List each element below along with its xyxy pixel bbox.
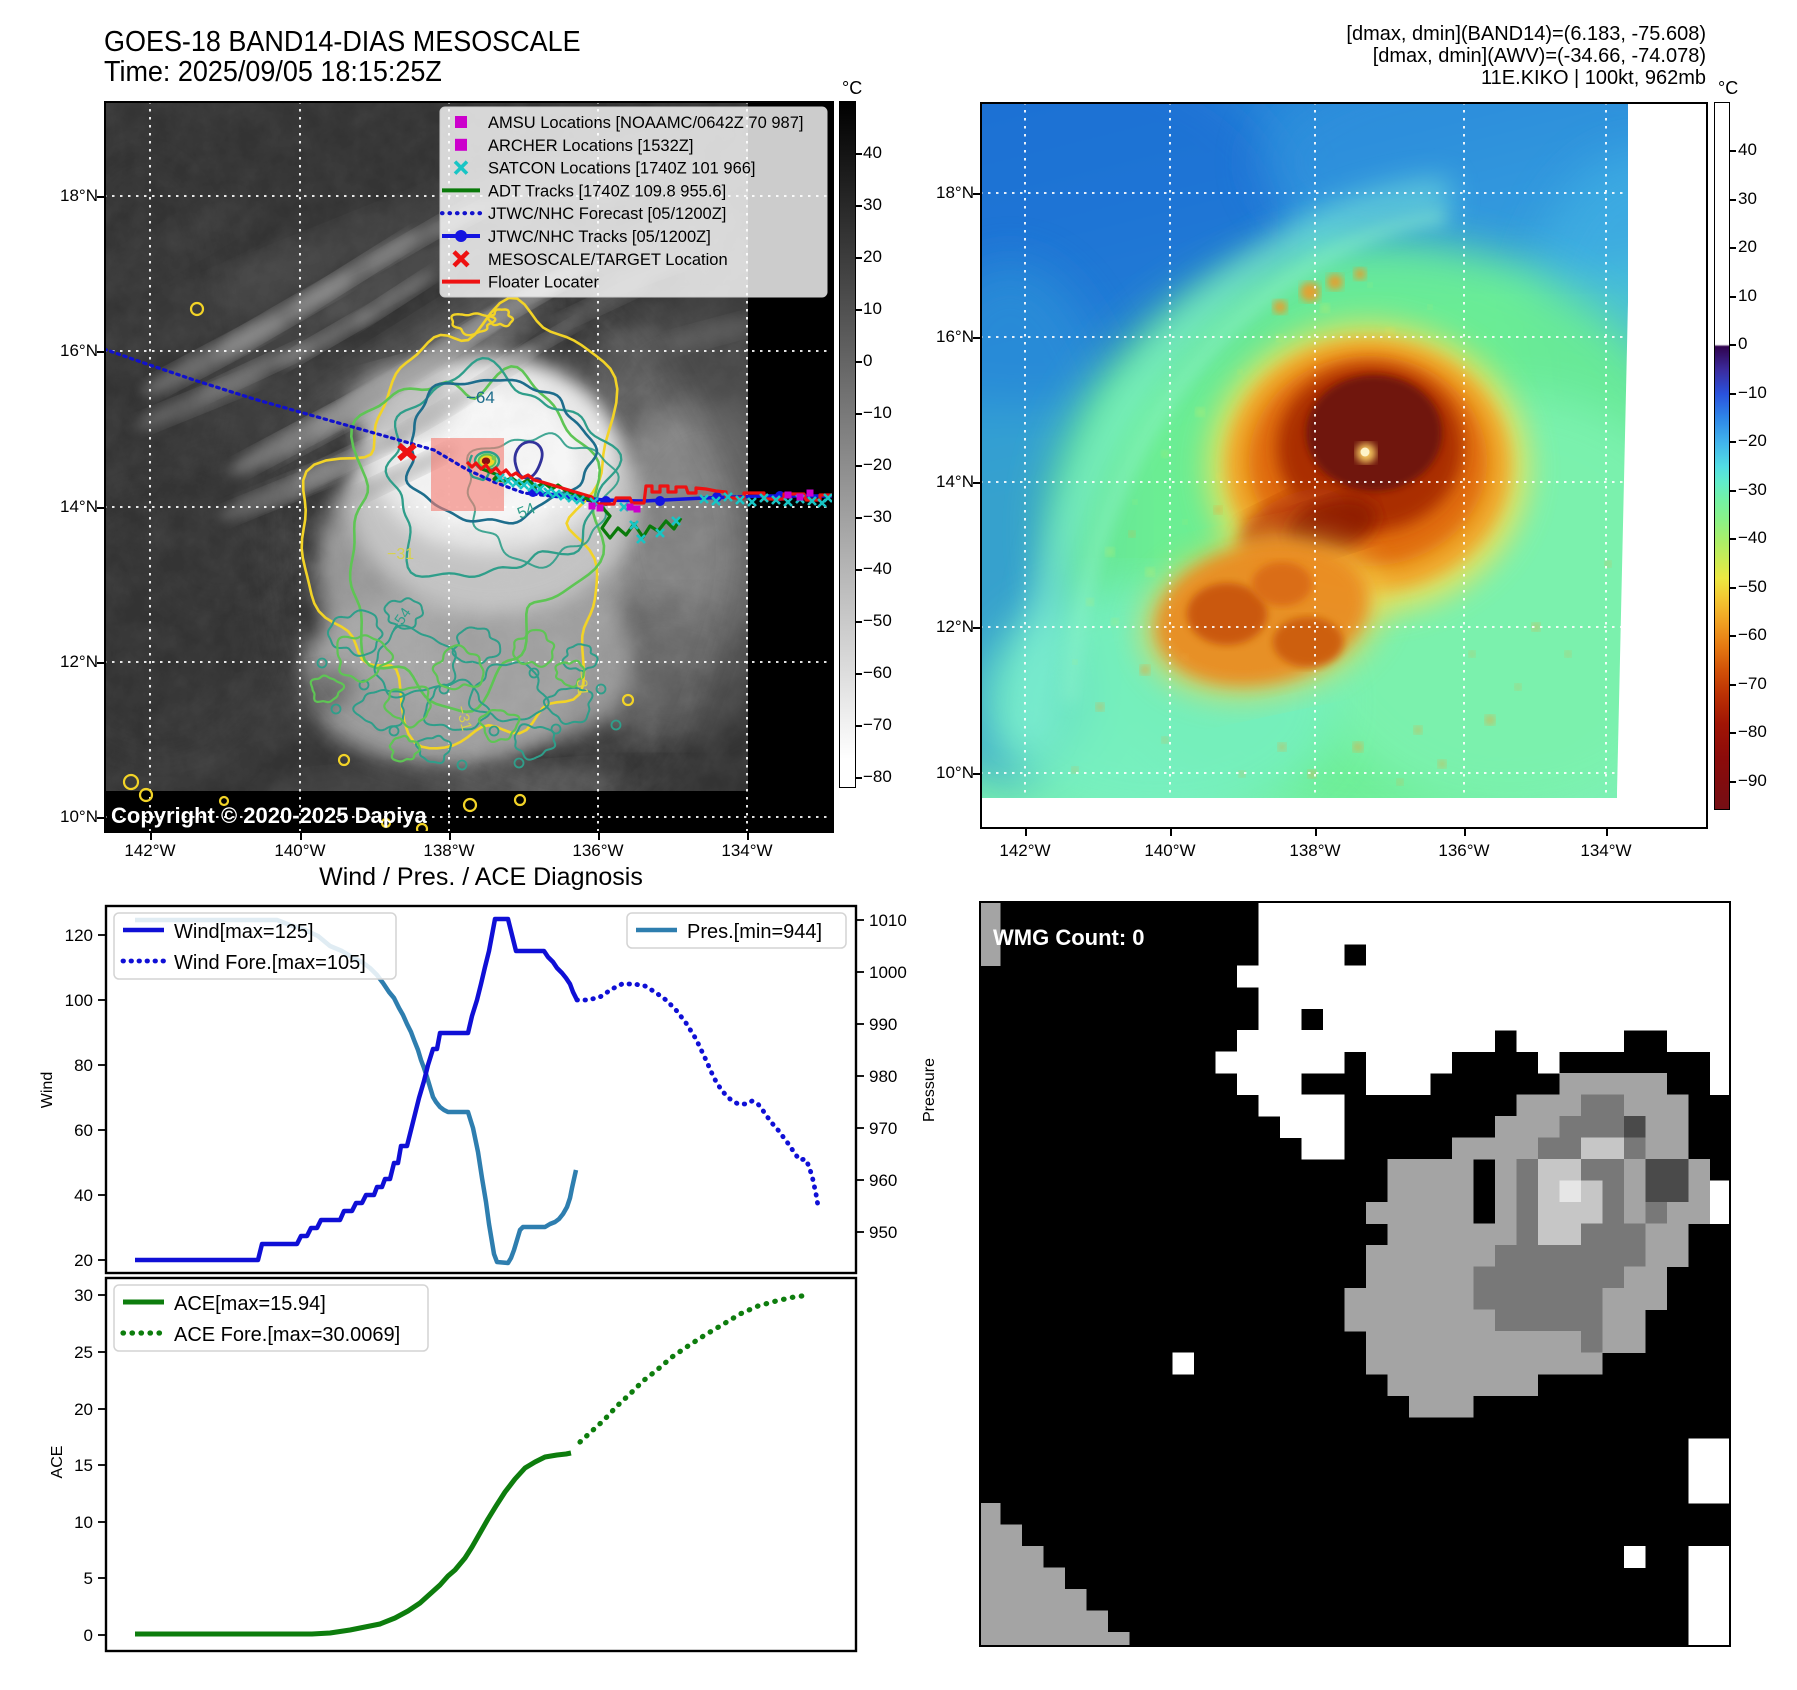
svg-text:30: 30 [74, 1286, 93, 1305]
svg-text:Copyright © 2020-2025 Dapiya: Copyright © 2020-2025 Dapiya [111, 803, 428, 828]
svg-text:−31: −31 [452, 704, 475, 733]
svg-text:Pres.[min=944]: Pres.[min=944] [687, 921, 822, 943]
svg-text:−31: −31 [387, 546, 414, 563]
svg-text:990: 990 [869, 1015, 897, 1034]
svg-text:960: 960 [869, 1171, 897, 1190]
svg-text:Wind[max=125]: Wind[max=125] [174, 921, 314, 943]
svg-text:1000: 1000 [869, 963, 907, 982]
svg-text:MESOSCALE/TARGET Location: MESOSCALE/TARGET Location [488, 251, 728, 269]
svg-text:−31: −31 [572, 670, 591, 697]
svg-text:Pressure: Pressure [921, 1058, 938, 1122]
svg-text:970: 970 [869, 1119, 897, 1138]
svg-text:40: 40 [74, 1186, 93, 1205]
svg-text:20: 20 [74, 1251, 93, 1270]
svg-text:Wind: Wind [39, 1072, 56, 1108]
svg-text:Floater Locater: Floater Locater [488, 274, 599, 292]
svg-text:60: 60 [74, 1121, 93, 1140]
svg-text:SATCON Locations [1740Z 101 96: SATCON Locations [1740Z 101 966] [488, 160, 756, 178]
svg-text:AMSU Locations [NOAAMC/0642Z 7: AMSU Locations [NOAAMC/0642Z 70 987] [488, 114, 803, 132]
svg-text:10: 10 [74, 1513, 93, 1532]
svg-text:JTWC/NHC Tracks [05/1200Z]: JTWC/NHC Tracks [05/1200Z] [488, 228, 711, 246]
svg-text:1010: 1010 [869, 911, 907, 930]
svg-text:Wind / Pres. / ACE Diagnosis: Wind / Pres. / ACE Diagnosis [319, 863, 643, 891]
svg-text:980: 980 [869, 1067, 897, 1086]
svg-text:ARCHER Locations [1532Z]: ARCHER Locations [1532Z] [488, 137, 693, 155]
svg-text:950: 950 [869, 1223, 897, 1242]
svg-text:54: 54 [515, 500, 538, 522]
svg-text:ACE: ACE [49, 1446, 66, 1479]
svg-text:120: 120 [65, 926, 93, 945]
svg-text:ACE Fore.[max=30.0069]: ACE Fore.[max=30.0069] [174, 1324, 400, 1346]
svg-text:100: 100 [65, 991, 93, 1010]
svg-text:Wind Fore.[max=105]: Wind Fore.[max=105] [174, 952, 366, 974]
svg-text:25: 25 [74, 1343, 93, 1362]
svg-text:WMG Count: 0: WMG Count: 0 [993, 925, 1145, 950]
svg-text:15: 15 [74, 1456, 93, 1475]
svg-text:20: 20 [74, 1400, 93, 1419]
svg-text:ADT Tracks [1740Z 109.8 955.6]: ADT Tracks [1740Z 109.8 955.6] [488, 182, 726, 200]
svg-text:−64: −64 [466, 388, 495, 407]
svg-text:0: 0 [84, 1626, 93, 1645]
svg-text:JTWC/NHC Forecast [05/1200Z]: JTWC/NHC Forecast [05/1200Z] [488, 205, 726, 223]
svg-text:5: 5 [84, 1569, 93, 1588]
svg-text:ACE[max=15.94]: ACE[max=15.94] [174, 1293, 326, 1315]
svg-text:80: 80 [74, 1056, 93, 1075]
